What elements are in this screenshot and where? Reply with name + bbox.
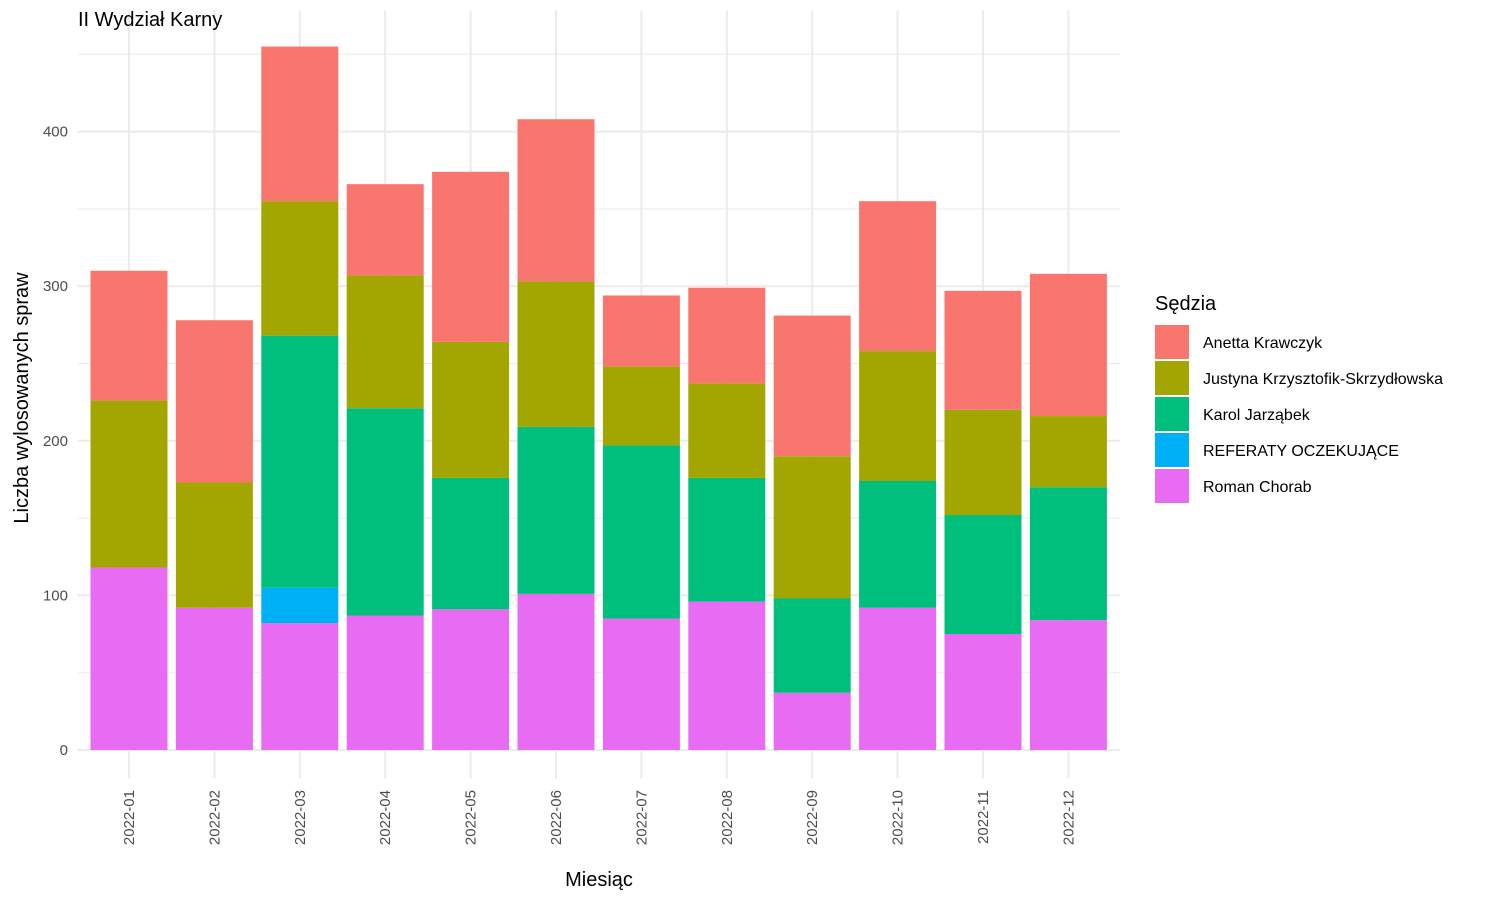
x-axis-ticks: 2022-01 2022-02 2022-03 2022-04 2022-05 2022-…: [121, 790, 1077, 845]
legend-label-justyna-krzysztofik-skrzyd-owska: Justyna Krzysztofik-Skrzydłowska: [1203, 371, 1443, 388]
bar-segment-anetta-krawczyk-2022-11: [944, 290, 1022, 410]
bar-segment-anetta-krawczyk-2022-12: [1029, 273, 1107, 417]
bars: [90, 46, 1107, 750]
legend-key-referaty-oczekujace: [1155, 433, 1189, 467]
legend-label-anetta-krawczyk: Anetta Krawczyk: [1203, 335, 1323, 352]
bar-segment-karol-jarzabek-2022-09: [773, 598, 851, 693]
bar-segment-anetta-krawczyk-2022-08: [688, 287, 766, 384]
bar-segment-roman-chorab-2022-05: [432, 609, 510, 750]
legend-label-karol-jarzabek: Karol Jarząbek: [1203, 407, 1311, 424]
x-axis-title: Miesiąc: [565, 869, 633, 891]
y-tick-label: 300: [43, 278, 68, 295]
bar-segment-roman-chorab-2022-10: [859, 607, 937, 750]
y-tick-label: 100: [43, 587, 68, 604]
bar-segment-roman-chorab-2022-09: [773, 692, 851, 750]
legend-title: Sędzia: [1155, 293, 1217, 315]
bar-segment-anetta-krawczyk-2022-09: [773, 315, 851, 457]
bar-segment-roman-chorab-2022-02: [175, 607, 253, 750]
x-tick-label: 2022-06: [548, 790, 565, 845]
bar-segment-anetta-krawczyk-2022-02: [175, 320, 253, 483]
bar-segment-justyna-krzysztofik-skrzyd-owska-2022-12: [1029, 416, 1107, 488]
bar-segment-justyna-krzysztofik-skrzyd-owska-2022-01: [90, 400, 168, 568]
x-tick-label: 2022-05: [463, 790, 480, 845]
x-tick-label: 2022-04: [377, 790, 394, 845]
x-tick-label: 2022-03: [292, 790, 309, 845]
x-tick-label: 2022-01: [121, 790, 138, 845]
x-tick-label: 2022-08: [719, 790, 736, 845]
legend-key-justyna-krzysztofik-skrzyd-owska: [1155, 361, 1189, 395]
x-tick-label: 2022-09: [804, 790, 821, 845]
legend-key-karol-jarzabek: [1155, 397, 1189, 431]
legend: Sędzia Anetta Krawczyk Justyna Krzysztofi…: [1155, 293, 1443, 503]
bar-segment-karol-jarzabek-2022-07: [602, 445, 680, 619]
bar-segment-justyna-krzysztofik-skrzyd-owska-2022-11: [944, 409, 1022, 516]
bar-segment-anetta-krawczyk-2022-04: [346, 184, 424, 276]
bar-segment-justyna-krzysztofik-skrzyd-owska-2022-02: [175, 482, 253, 608]
bar-segment-justyna-krzysztofik-skrzyd-owska-2022-08: [688, 383, 766, 478]
y-tick-label: 0: [60, 742, 68, 759]
bar-segment-karol-jarzabek-2022-08: [688, 477, 766, 602]
y-axis-ticks: 0 100 200 300 400: [43, 124, 68, 759]
bar-segment-karol-jarzabek-2022-12: [1029, 487, 1107, 621]
bar-segment-anetta-krawczyk-2022-10: [859, 201, 937, 352]
bar-segment-karol-jarzabek-2022-11: [944, 515, 1022, 635]
bar-segment-roman-chorab-2022-11: [944, 634, 1022, 750]
chart-title: II Wydział Karny: [78, 9, 222, 31]
bar-segment-roman-chorab-2022-07: [602, 618, 680, 750]
bar-segment-justyna-krzysztofik-skrzyd-owska-2022-05: [432, 341, 510, 478]
bar-segment-anetta-krawczyk-2022-01: [90, 270, 168, 401]
x-tick-label: 2022-07: [633, 790, 650, 845]
bar-segment-justyna-krzysztofik-skrzyd-owska-2022-04: [346, 275, 424, 409]
x-tick-label: 2022-12: [1060, 790, 1077, 845]
bar-segment-karol-jarzabek-2022-04: [346, 408, 424, 616]
bar-segment-roman-chorab-2022-03: [261, 623, 339, 750]
bar-segment-roman-chorab-2022-01: [90, 567, 168, 750]
y-tick-label: 200: [43, 433, 68, 450]
legend-key-anetta-krawczyk: [1155, 325, 1189, 359]
legend-label-referaty-oczekujace: REFERATY OCZEKUJĄCE: [1203, 443, 1399, 460]
bar-segment-anetta-krawczyk-2022-07: [602, 295, 680, 367]
bar-segment-karol-jarzabek-2022-10: [859, 480, 937, 608]
legend-label-roman-chorab: Roman Chorab: [1203, 479, 1312, 496]
bar-segment-karol-jarzabek-2022-03: [261, 335, 339, 588]
x-tick-label: 2022-10: [890, 790, 907, 845]
bar-segment-justyna-krzysztofik-skrzyd-owska-2022-03: [261, 201, 339, 336]
x-tick-label: 2022-02: [206, 790, 223, 845]
y-tick-label: 400: [43, 124, 68, 141]
bar-segment-anetta-krawczyk-2022-05: [432, 171, 510, 342]
y-axis-title: Liczba wylosowanych spraw: [11, 272, 33, 524]
bar-segment-referaty-oczekujace-2022-03: [261, 587, 339, 624]
bar-segment-anetta-krawczyk-2022-06: [517, 119, 595, 282]
legend-key-roman-chorab: [1155, 469, 1189, 503]
bar-segment-roman-chorab-2022-04: [346, 615, 424, 750]
x-tick-label: 2022-11: [975, 790, 992, 844]
bar-segment-roman-chorab-2022-12: [1029, 620, 1107, 750]
bar-segment-justyna-krzysztofik-skrzyd-owska-2022-10: [859, 351, 937, 481]
bar-segment-justyna-krzysztofik-skrzyd-owska-2022-09: [773, 456, 851, 599]
bar-segment-roman-chorab-2022-06: [517, 593, 595, 750]
bar-segment-justyna-krzysztofik-skrzyd-owska-2022-06: [517, 281, 595, 427]
bar-segment-karol-jarzabek-2022-05: [432, 477, 510, 610]
bar-segment-karol-jarzabek-2022-06: [517, 426, 595, 594]
bar-segment-roman-chorab-2022-08: [688, 601, 766, 750]
bar-segment-justyna-krzysztofik-skrzyd-owska-2022-07: [602, 366, 680, 446]
bar-segment-anetta-krawczyk-2022-03: [261, 46, 339, 202]
